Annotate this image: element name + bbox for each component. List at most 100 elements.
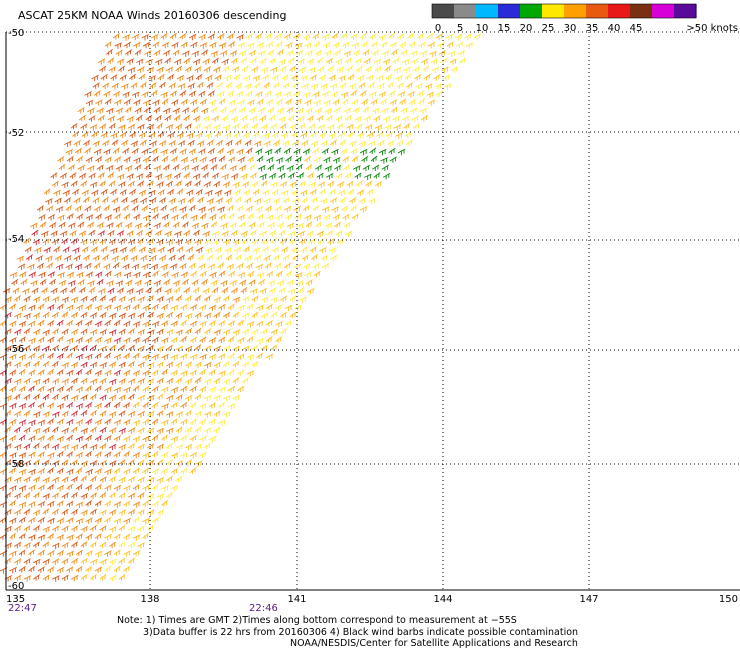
- wind-barb: [140, 139, 148, 146]
- wind-barb: [251, 295, 259, 302]
- wind-barb: [161, 500, 169, 507]
- legend-swatch: [674, 4, 697, 18]
- wind-barb: [335, 172, 343, 180]
- wind-barb: [142, 484, 150, 492]
- wind-barb: [280, 311, 287, 318]
- wind-barb: [94, 566, 103, 573]
- wind-barb: [199, 156, 208, 163]
- wind-barb: [71, 444, 79, 451]
- wind-barb: [128, 427, 136, 434]
- wind-barb: [258, 50, 266, 57]
- wind-barb: [183, 114, 191, 122]
- wind-barb: [236, 90, 244, 98]
- wind-barb: [99, 410, 107, 417]
- wind-barb: [90, 460, 98, 467]
- wind-barb: [26, 254, 33, 261]
- wind-barb: [24, 246, 32, 253]
- wind-barb: [201, 164, 209, 171]
- wind-barb: [230, 229, 239, 237]
- wind-barb: [320, 83, 329, 90]
- wind-barb: [232, 329, 241, 336]
- wind-barb: [121, 197, 129, 204]
- wind-barb: [42, 360, 50, 368]
- wind-barb: [338, 131, 346, 139]
- wind-barb: [222, 124, 231, 131]
- wind-barb: [397, 32, 405, 40]
- wind-barb: [389, 156, 397, 163]
- wind-barb: [47, 304, 55, 311]
- wind-barb: [23, 460, 31, 467]
- wind-barb: [206, 254, 214, 261]
- wind-barb: [75, 501, 84, 508]
- lon-label: 135: [6, 594, 25, 605]
- lon-label: 138: [140, 594, 159, 605]
- wind-barb: [175, 312, 183, 319]
- wind-barb: [90, 426, 98, 433]
- wind-barb: [61, 444, 70, 451]
- wind-barb: [369, 147, 377, 154]
- wind-speed-legend: 0 5 10 15 20 25 30 35 40 45 >50 knots: [431, 3, 738, 34]
- wind-barb: [49, 222, 57, 229]
- wind-barb: [96, 107, 105, 114]
- wind-barb: [255, 206, 264, 213]
- wind-barb: [335, 115, 343, 122]
- wind-barb: [47, 483, 55, 491]
- wind-barb: [78, 286, 86, 294]
- wind-barb: [289, 295, 297, 302]
- wind-barb: [85, 385, 93, 392]
- wind-barb: [201, 278, 209, 286]
- wind-barb: [351, 213, 359, 220]
- wind-barb: [298, 66, 307, 74]
- wind-barb: [191, 279, 199, 286]
- wind-barb: [261, 344, 268, 351]
- wind-barb: [37, 385, 45, 392]
- wind-barb: [275, 270, 283, 278]
- wind-barb: [205, 247, 213, 254]
- wind-barb: [344, 172, 352, 179]
- wind-barb: [416, 90, 425, 97]
- wind-barb: [14, 476, 22, 484]
- wind-barb: [61, 558, 69, 565]
- wind-barb: [170, 418, 178, 425]
- wind-barb: [395, 132, 403, 139]
- wind-barb: [47, 452, 55, 459]
- wind-barb: [137, 296, 146, 303]
- wind-barb: [312, 263, 320, 270]
- wind-barb: [166, 442, 173, 450]
- wind-barb: [245, 262, 254, 270]
- wind-barb: [354, 116, 363, 123]
- wind-barb: [74, 147, 82, 155]
- wind-barb: [18, 468, 27, 476]
- wind-barb: [71, 394, 79, 402]
- wind-barb: [218, 155, 226, 162]
- wind-barb: [282, 197, 290, 204]
- wind-barb: [223, 295, 230, 302]
- wind-barb: [129, 131, 137, 138]
- wind-barb: [104, 418, 112, 425]
- wind-barb: [52, 311, 60, 319]
- wind-barb: [223, 394, 231, 402]
- wind-barb: [433, 74, 441, 81]
- wind-barb: [331, 90, 339, 98]
- wind-barb: [102, 254, 110, 261]
- wind-barb: [381, 50, 390, 57]
- wind-barb: [92, 140, 101, 147]
- wind-barb: [258, 221, 265, 228]
- wind-barb: [113, 549, 121, 556]
- wind-barb: [218, 336, 226, 343]
- wind-barb: [279, 181, 288, 188]
- wind-barb: [214, 189, 223, 197]
- wind-barb: [80, 541, 88, 548]
- wind-barb: [199, 320, 207, 328]
- wind-barb: [156, 296, 164, 303]
- wind-barb: [209, 42, 217, 49]
- wind-barb: [236, 205, 244, 212]
- wind-barb: [99, 377, 107, 385]
- wind-barb: [275, 213, 284, 221]
- wind-barb: [110, 74, 118, 81]
- wind-barb: [422, 65, 430, 72]
- wind-barb: [39, 278, 47, 286]
- wind-barb: [52, 558, 60, 565]
- wind-barb: [90, 378, 98, 385]
- wind-barb: [99, 443, 107, 450]
